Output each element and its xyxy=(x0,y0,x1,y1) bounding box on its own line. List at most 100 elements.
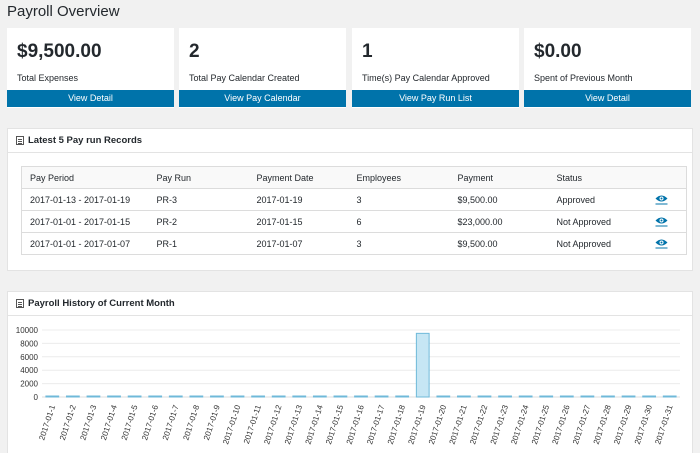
eye-icon[interactable] xyxy=(655,194,668,205)
pay-calendar-label: Total Pay Calendar Created xyxy=(189,73,300,83)
approved-label: Time(s) Pay Calendar Approved xyxy=(362,73,490,83)
x-tick-label: 2017-01-1 xyxy=(37,403,57,441)
cell-status: Not Approved xyxy=(548,232,647,255)
chart-bar xyxy=(168,395,183,398)
x-tick-label: 2017-01-3 xyxy=(79,403,99,441)
chart-bar xyxy=(642,395,657,398)
cell-pay-run: PR-1 xyxy=(148,232,249,255)
view-detail-previous-button[interactable]: View Detail xyxy=(524,90,691,107)
previous-month-card: $0.00 Spent of Previous Month View Detai… xyxy=(524,28,691,108)
cell-pay-run: PR-3 xyxy=(148,188,249,211)
chart-bar xyxy=(436,395,451,398)
chart-bar xyxy=(457,395,471,398)
chart-bar xyxy=(312,395,327,398)
records-panel: Latest 5 Pay run Records Pay Period Pay … xyxy=(7,128,693,271)
total-expenses-card: $9,500.00 Total Expenses View Detail xyxy=(7,28,174,108)
cell-payment-date: 2017-01-07 xyxy=(248,232,349,255)
chart-bar xyxy=(333,395,348,398)
col-pay-run: Pay Run xyxy=(148,166,249,189)
cell-employees: 3 xyxy=(348,188,450,211)
cell-action xyxy=(646,232,687,255)
x-tick-label: 2017-01-29 xyxy=(612,403,633,445)
col-payment: Payment xyxy=(449,166,549,189)
y-tick-label: 2000 xyxy=(20,380,38,389)
x-tick-label: 2017-01-24 xyxy=(509,403,530,445)
cell-pay-period: 2017-01-01 - 2017-01-07 xyxy=(21,232,149,255)
chart-bar xyxy=(45,395,60,398)
cell-payment: $9,500.00 xyxy=(449,188,549,211)
previous-month-label: Spent of Previous Month xyxy=(534,73,633,83)
cell-status: Approved xyxy=(548,188,647,211)
x-tick-label: 2017-01-9 xyxy=(202,403,222,441)
chart-bar xyxy=(107,395,121,398)
chart-bar xyxy=(580,395,595,398)
chart-bar xyxy=(477,395,492,398)
view-pay-run-list-button[interactable]: View Pay Run List xyxy=(352,90,519,107)
chart-bar xyxy=(292,395,307,398)
col-status: Status xyxy=(548,166,647,189)
history-panel-header: Payroll History of Current Month xyxy=(8,292,692,316)
x-tick-label: 2017-01-15 xyxy=(324,403,345,445)
x-tick-label: 2017-01-22 xyxy=(468,403,489,445)
document-icon xyxy=(16,299,24,308)
x-tick-label: 2017-01-19 xyxy=(406,403,427,445)
x-tick-label: 2017-01-11 xyxy=(242,403,263,445)
records-table: Pay Period Pay Run Payment Date Employee… xyxy=(21,166,687,255)
previous-month-value: $0.00 xyxy=(534,41,582,62)
x-tick-label: 2017-01-17 xyxy=(365,403,386,445)
records-panel-header: Latest 5 Pay run Records xyxy=(8,129,692,153)
cell-pay-period: 2017-01-01 - 2017-01-15 xyxy=(21,210,149,233)
x-tick-label: 2017-01-2 xyxy=(58,403,78,441)
eye-icon[interactable] xyxy=(655,216,668,227)
x-tick-label: 2017-01-27 xyxy=(571,403,592,445)
y-tick-label: 6000 xyxy=(20,353,38,362)
y-tick-label: 10000 xyxy=(16,326,39,335)
view-pay-calendar-button[interactable]: View Pay Calendar xyxy=(179,90,346,107)
cell-employees: 6 xyxy=(348,210,450,233)
approved-card: 1 Time(s) Pay Calendar Approved View Pay… xyxy=(352,28,519,108)
pay-calendar-card: 2 Total Pay Calendar Created View Pay Ca… xyxy=(179,28,346,108)
y-tick-label: 8000 xyxy=(20,339,38,348)
records-title: Latest 5 Pay run Records xyxy=(28,135,143,146)
approved-count: 1 xyxy=(362,41,373,62)
chart-bar xyxy=(86,395,101,398)
x-tick-label: 2017-01-20 xyxy=(427,403,448,445)
x-tick-label: 2017-01-13 xyxy=(283,403,304,445)
table-row: 2017-01-01 - 2017-01-15 PR-2 2017-01-15 6 $2… xyxy=(21,210,687,233)
x-tick-label: 2017-01-6 xyxy=(140,403,160,441)
pay-calendar-count: 2 xyxy=(189,41,200,62)
chart-bar xyxy=(395,395,410,398)
y-tick-label: 4000 xyxy=(20,366,38,375)
page-title: Payroll Overview xyxy=(7,3,120,20)
x-tick-label: 2017-01-26 xyxy=(551,403,572,445)
x-tick-label: 2017-01-10 xyxy=(221,403,242,445)
x-tick-label: 2017-01-7 xyxy=(161,403,181,441)
cell-status: Not Approved xyxy=(548,210,647,233)
cell-payment: $23,000.00 xyxy=(449,210,549,233)
y-tick-label: 0 xyxy=(34,393,39,402)
view-detail-expenses-button[interactable]: View Detail xyxy=(7,90,174,107)
chart-bar xyxy=(271,395,286,398)
chart-bar xyxy=(415,332,430,398)
chart-bar xyxy=(189,395,204,398)
x-tick-label: 2017-01-21 xyxy=(448,403,469,445)
cell-action xyxy=(646,210,687,233)
x-tick-label: 2017-01-30 xyxy=(633,403,654,445)
cell-payment: $9,500.00 xyxy=(449,232,549,255)
chart-bar xyxy=(127,395,142,398)
chart-bar xyxy=(559,395,574,398)
cell-pay-run: PR-2 xyxy=(148,210,249,233)
history-title: Payroll History of Current Month xyxy=(28,298,175,309)
table-row: 2017-01-13 - 2017-01-19 PR-3 2017-01-19 3 $9… xyxy=(21,188,687,211)
eye-icon[interactable] xyxy=(655,238,668,249)
chart-bar xyxy=(230,395,245,398)
col-action xyxy=(646,166,687,189)
x-tick-label: 2017-01-5 xyxy=(120,403,140,441)
x-tick-label: 2017-01-25 xyxy=(530,403,551,445)
chart-bar xyxy=(621,395,636,398)
col-payment-date: Payment Date xyxy=(248,166,349,189)
cell-payment-date: 2017-01-15 xyxy=(248,210,349,233)
table-header-row: Pay Period Pay Run Payment Date Employee… xyxy=(21,166,687,189)
x-tick-label: 2017-01-14 xyxy=(304,403,325,445)
table-row: 2017-01-01 - 2017-01-07 PR-1 2017-01-07 3 $9… xyxy=(21,232,687,255)
